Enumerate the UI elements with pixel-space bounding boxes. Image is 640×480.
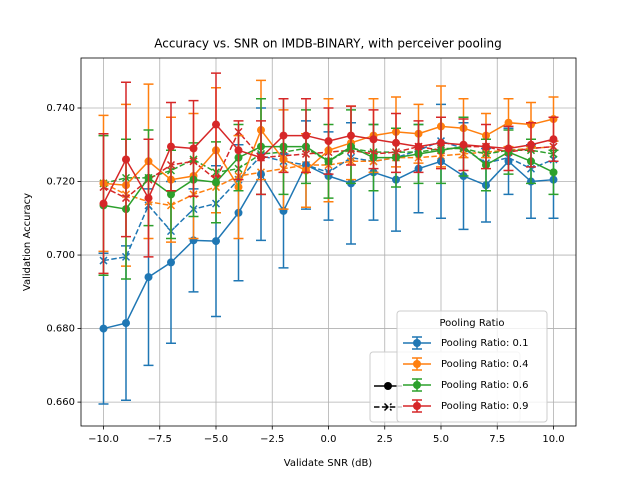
marker (144, 194, 153, 203)
marker (167, 142, 175, 151)
axes-frame (80, 57, 577, 427)
x-tick-label: 7.5 (489, 434, 505, 445)
y-tick-label: 0.700 (46, 250, 75, 261)
x-tick-label: 5.0 (433, 434, 449, 445)
legend-label: Pooling Ratio: 0.6 (441, 380, 528, 391)
marker (257, 153, 265, 162)
marker (212, 120, 220, 129)
x-tick-label: 2.5 (377, 434, 393, 445)
marker (167, 190, 175, 199)
marker (279, 131, 288, 140)
y-axis-label: Validation Accuracy (22, 193, 33, 291)
legend-sample (413, 360, 421, 368)
marker (122, 155, 130, 164)
marker (504, 144, 513, 153)
x-tick-label: −2.5 (260, 434, 284, 445)
marker (189, 144, 198, 153)
y-tick-label: 0.720 (46, 177, 75, 188)
legend-sample (413, 381, 421, 389)
marker (212, 237, 220, 246)
marker (527, 140, 535, 149)
legend-back-sample (384, 382, 392, 390)
marker (99, 324, 108, 333)
marker (414, 142, 423, 151)
marker (549, 135, 558, 144)
marker (99, 199, 108, 208)
legend-title: Pooling Ratio (439, 318, 504, 329)
legend-label: Pooling Ratio: 0.4 (441, 359, 528, 370)
x-tick-label: −7.5 (148, 434, 172, 445)
y-tick-label: 0.740 (46, 103, 75, 114)
legend-label: Pooling Ratio: 0.1 (441, 338, 528, 349)
x-tick-label: 10.0 (542, 434, 564, 445)
legend-sample (413, 339, 421, 347)
marker (459, 140, 468, 149)
legend-label: Pooling Ratio: 0.9 (441, 401, 528, 412)
x-tick-label: −10.0 (88, 434, 119, 445)
y-tick-label: 0.680 (46, 324, 75, 335)
marker (504, 118, 513, 127)
marker (144, 273, 153, 282)
marker (347, 131, 355, 140)
legend-sample (413, 402, 421, 410)
marker (324, 137, 333, 146)
x-tick-label: 0.0 (321, 434, 337, 445)
marker (167, 258, 175, 267)
marker (302, 131, 310, 140)
chart-title: Accuracy vs. SNR on IMDB-BINARY, with pe… (154, 37, 502, 51)
marker (437, 138, 445, 147)
marker (369, 135, 378, 144)
marker (549, 168, 558, 177)
y-tick-label: 0.660 (46, 397, 75, 408)
x-tick-label: −5.0 (204, 434, 228, 445)
legend-box (396, 310, 548, 423)
marker (212, 178, 220, 187)
marker (482, 142, 490, 151)
legend-back-sample (374, 402, 402, 412)
marker (122, 319, 130, 328)
x-axis-label: Validate SNR (dB) (284, 458, 373, 469)
marker (392, 138, 400, 147)
series-line (103, 145, 554, 207)
marker (234, 146, 243, 155)
